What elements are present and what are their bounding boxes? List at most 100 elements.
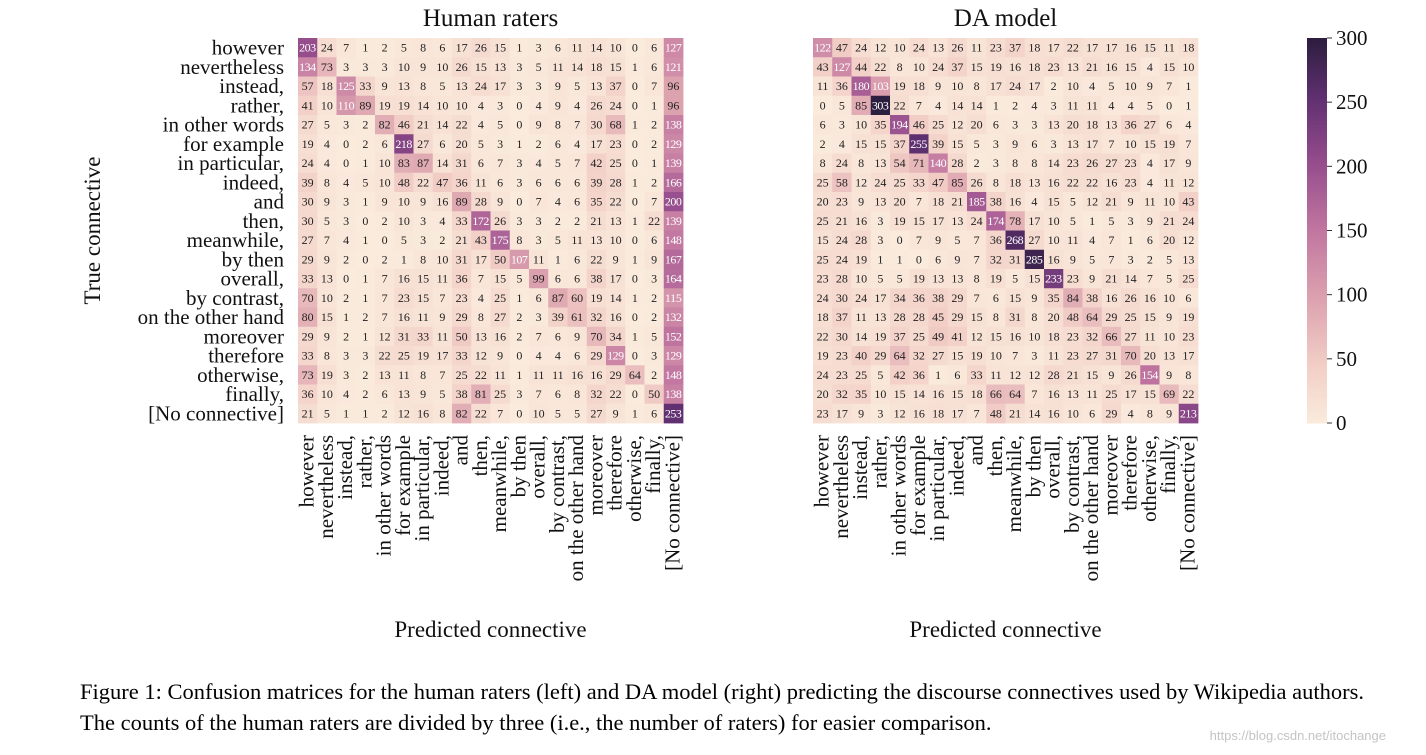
colorbar-tick-label: 0 [1336, 411, 1347, 435]
heatmap-cell [413, 172, 434, 193]
cell-value-label: 18 [932, 406, 944, 420]
heatmap-cell [548, 172, 568, 193]
heatmap-cell [986, 38, 1006, 58]
x-tick-label: by then [506, 435, 530, 498]
heatmap-cell [928, 57, 949, 77]
heatmap-cell [298, 172, 318, 193]
cell-value-label: 0 [343, 272, 349, 286]
cell-value-label: 21 [1105, 272, 1117, 286]
heatmap-cell [490, 57, 511, 77]
colorbar-strip [1307, 57, 1327, 61]
cell-value-label: 0 [632, 387, 638, 401]
cell-value-label: 47 [436, 175, 448, 189]
heatmap-cell [567, 384, 588, 405]
heatmap-cell [490, 249, 511, 270]
heatmap-cell [375, 288, 395, 308]
heatmap-cell [432, 134, 453, 154]
colorbar-strip [1307, 185, 1327, 190]
heatmap-cell [644, 384, 665, 405]
heatmap-cell [832, 269, 852, 289]
cell-value-label: 2 [343, 252, 349, 266]
cell-value-label: 3 [1031, 118, 1037, 132]
cell-value-label: 1 [362, 329, 368, 343]
cell-value-label: 6 [651, 406, 657, 420]
heatmap-cell [644, 346, 665, 366]
colorbar-strip [1307, 349, 1327, 353]
cell-value-label: 24 [913, 41, 925, 55]
heatmap-cell [909, 307, 929, 328]
heatmap-cell [909, 269, 929, 289]
colorbar-strip [1307, 416, 1327, 421]
cell-value-label: 20 [1067, 118, 1079, 132]
heatmap-cell [606, 153, 626, 174]
colorbar-strip [1307, 371, 1327, 376]
cell-value-label: 85 [951, 175, 963, 189]
colorbar-strip [1307, 297, 1327, 302]
cell-value-label: 17 [932, 214, 944, 228]
cell-value-label: 8 [324, 349, 330, 363]
heatmap-cell [336, 172, 357, 193]
cell-value-label: 4 [478, 98, 484, 112]
cell-value-label: 6 [497, 175, 503, 189]
heatmap-cell [967, 211, 987, 231]
heatmap-cell [529, 76, 549, 97]
heatmap-cell [509, 153, 530, 174]
cell-value-label: 9 [1147, 214, 1153, 228]
cell-value-label: 5 [401, 233, 407, 247]
cell-value-label: 29 [302, 252, 314, 266]
heatmap-cell [851, 115, 872, 135]
cell-value-label: 2 [343, 329, 349, 343]
heatmap-cell [490, 38, 511, 58]
y-tick-label: then, [243, 209, 284, 233]
heatmap-cell [298, 346, 318, 366]
cell-value-label: 1 [1185, 79, 1191, 93]
cell-value-label: 3 [343, 118, 349, 132]
heatmap-cell [1005, 38, 1026, 58]
x-tick-label: finally, [1156, 435, 1180, 494]
cell-value-label: 6 [555, 272, 561, 286]
heatmap-cell [1101, 365, 1122, 385]
cell-value-label: 10 [1048, 233, 1060, 247]
colorbar-strip [1307, 86, 1327, 90]
cell-value-label: 3 [516, 79, 522, 93]
heatmap-cell [394, 76, 414, 97]
cell-value-label: 10 [1067, 79, 1079, 93]
heatmap-cell [986, 326, 1006, 347]
cell-value-label: 200 [665, 195, 682, 209]
cell-value-label: 5 [1166, 272, 1172, 286]
x-tick-label: then, [983, 435, 1007, 476]
heatmap-cell [298, 288, 318, 308]
cell-value-label: 14 [590, 41, 602, 55]
heatmap-cell [928, 249, 949, 270]
heatmap-cell [1024, 192, 1045, 212]
cell-value-label: 3 [497, 98, 503, 112]
cell-value-label: 85 [855, 98, 867, 112]
heatmap-cell [663, 365, 684, 385]
cell-value-label: 5 [516, 272, 522, 286]
heatmap-cell [355, 38, 376, 58]
cell-value-label: 14 [571, 60, 583, 74]
heatmap-cell [1024, 307, 1045, 328]
heatmap-cell [413, 134, 434, 154]
heatmap-cell [1159, 38, 1180, 58]
heatmap-cell [471, 365, 491, 385]
heatmap-cell [1063, 76, 1083, 97]
cell-value-label: 18 [913, 79, 925, 93]
colorbar-strip [1307, 269, 1327, 273]
heatmap-cell [663, 172, 684, 193]
colorbar-tick-label: 50 [1336, 347, 1357, 371]
heatmap-cell [1044, 249, 1064, 270]
heatmap-cell [606, 172, 626, 193]
heatmap-cell [1101, 269, 1122, 289]
y-tick-label: otherwise, [197, 363, 284, 387]
cell-value-label: 7 [1108, 137, 1114, 151]
cell-value-label: 24 [836, 233, 848, 247]
heatmap-cell [890, 230, 910, 251]
y-tick-label: therefore [208, 344, 284, 368]
colorbar-strip [1307, 352, 1327, 357]
cell-value-label: 6 [935, 252, 941, 266]
cell-value-label: 36 [836, 79, 848, 93]
heatmap-cell [625, 403, 645, 424]
heatmap-cell [1159, 172, 1180, 193]
cell-value-label: 28 [836, 272, 848, 286]
